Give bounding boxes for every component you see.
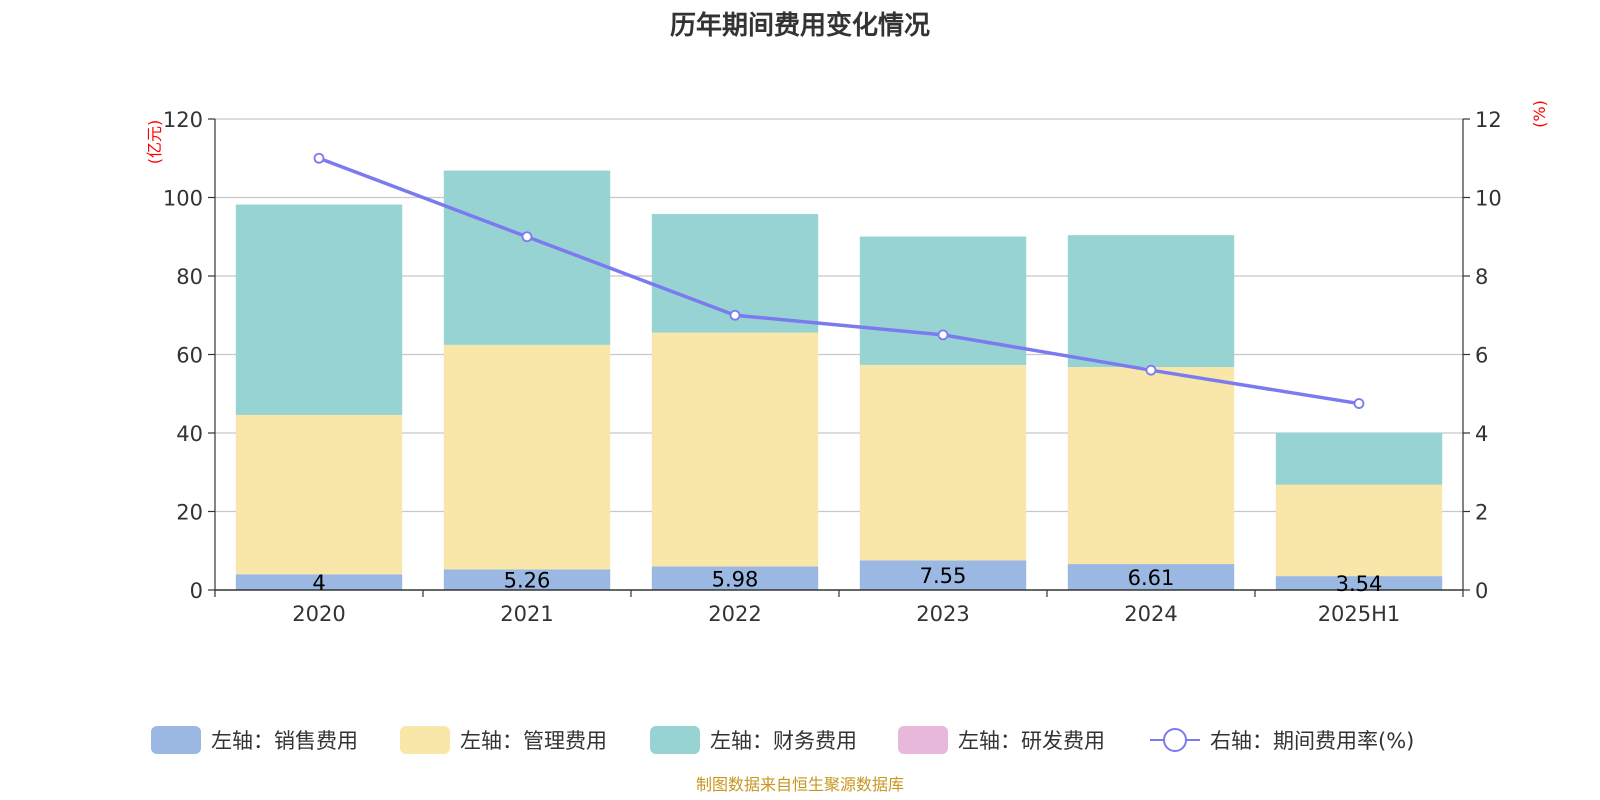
sales-data-label: 6.61 [1128,566,1175,590]
bar-finance [1275,432,1443,485]
right-axis-unit: (%) [1530,100,1549,128]
rate-point [1145,364,1157,376]
right-tick-label: 2 [1475,501,1488,525]
legend-swatch [650,726,700,754]
right-tick-label: 12 [1475,108,1502,132]
legend-swatch [151,726,201,754]
legend-label: 左轴：财务费用 [710,729,857,753]
legend-swatch [898,726,948,754]
sales-data-label: 3.54 [1336,572,1383,596]
right-tick-label: 4 [1475,422,1488,446]
right-tick-label: 6 [1475,344,1488,368]
left-tick-label: 0 [190,579,203,603]
source-note: 制图数据来自恒生聚源数据库 [696,775,904,794]
bars [235,170,1443,590]
x-tick-label: 2020 [292,602,345,626]
left-tick-label: 100 [163,187,203,211]
legend-item-sales: 左轴：销售费用 [151,726,358,754]
legend-label: 左轴：管理费用 [460,729,607,753]
left-tick-label: 20 [176,501,203,525]
rate-line-path [318,156,1360,406]
legend-item-rnd: 左轴：研发费用 [898,726,1105,754]
right-tick-label: 0 [1475,579,1488,603]
left-tick-label: 40 [176,422,203,446]
sales-data-label: 7.55 [920,564,967,588]
legend-marker [1163,728,1187,752]
legend-item-finance: 左轴：财务费用 [650,726,857,754]
chart-title: 历年期间费用变化情况 [670,10,930,41]
right-tick-label: 10 [1475,187,1502,211]
bar-finance [1067,235,1235,368]
bar-sales [235,574,403,590]
bar-admin [859,364,1027,561]
rate-point [729,309,741,321]
x-tick-label: 2023 [916,602,969,626]
rate-point [313,152,325,164]
legend-label: 左轴：销售费用 [211,729,358,753]
bar-admin [235,414,403,575]
rate-point [1353,398,1365,409]
right-tick-label: 8 [1475,265,1488,289]
x-tick-label: 2025H1 [1318,602,1401,626]
legend: 左轴：销售费用 左轴：管理费用 左轴：财务费用 左轴：研发费用 右轴：期间费用率(%) [151,726,1414,754]
bar-admin [443,344,611,570]
rate-point [937,329,949,341]
x-tick-label: 2022 [708,602,761,626]
left-tick-label: 120 [163,108,203,132]
axes: 0 20 40 60 80 100 120 0 2 4 6 8 10 12 2020 2021 2022 2023… [163,108,1502,626]
bar-admin [1275,484,1443,577]
data-labels: 4 5.26 5.98 7.55 6.61 3.54 [312,564,1382,596]
left-tick-label: 80 [176,265,203,289]
left-tick-label: 60 [176,344,203,368]
sales-data-label: 5.98 [712,567,759,591]
x-tick-label: 2024 [1124,602,1177,626]
bar-sales [1275,576,1443,590]
left-axis-unit: (亿元) [145,120,164,165]
sales-data-label: 4 [312,571,325,595]
legend-label: 左轴：研发费用 [958,729,1105,753]
legend-swatch [400,726,450,754]
rate-line [313,152,1365,409]
bar-admin [1067,367,1235,565]
legend-label: 右轴：期间费用率(%) [1210,729,1414,753]
bar-admin [651,332,819,567]
legend-item-admin: 左轴：管理费用 [400,726,607,754]
bar-sales [651,566,819,590]
sales-data-label: 5.26 [504,569,551,593]
bar-finance [235,204,403,415]
x-tick-label: 2021 [500,602,553,626]
bar-sales [1067,564,1235,590]
legend-item-rate: 右轴：期间费用率(%) [1150,728,1414,753]
bar-sales [443,569,611,590]
rate-point [521,231,533,243]
bar-sales [859,560,1027,590]
